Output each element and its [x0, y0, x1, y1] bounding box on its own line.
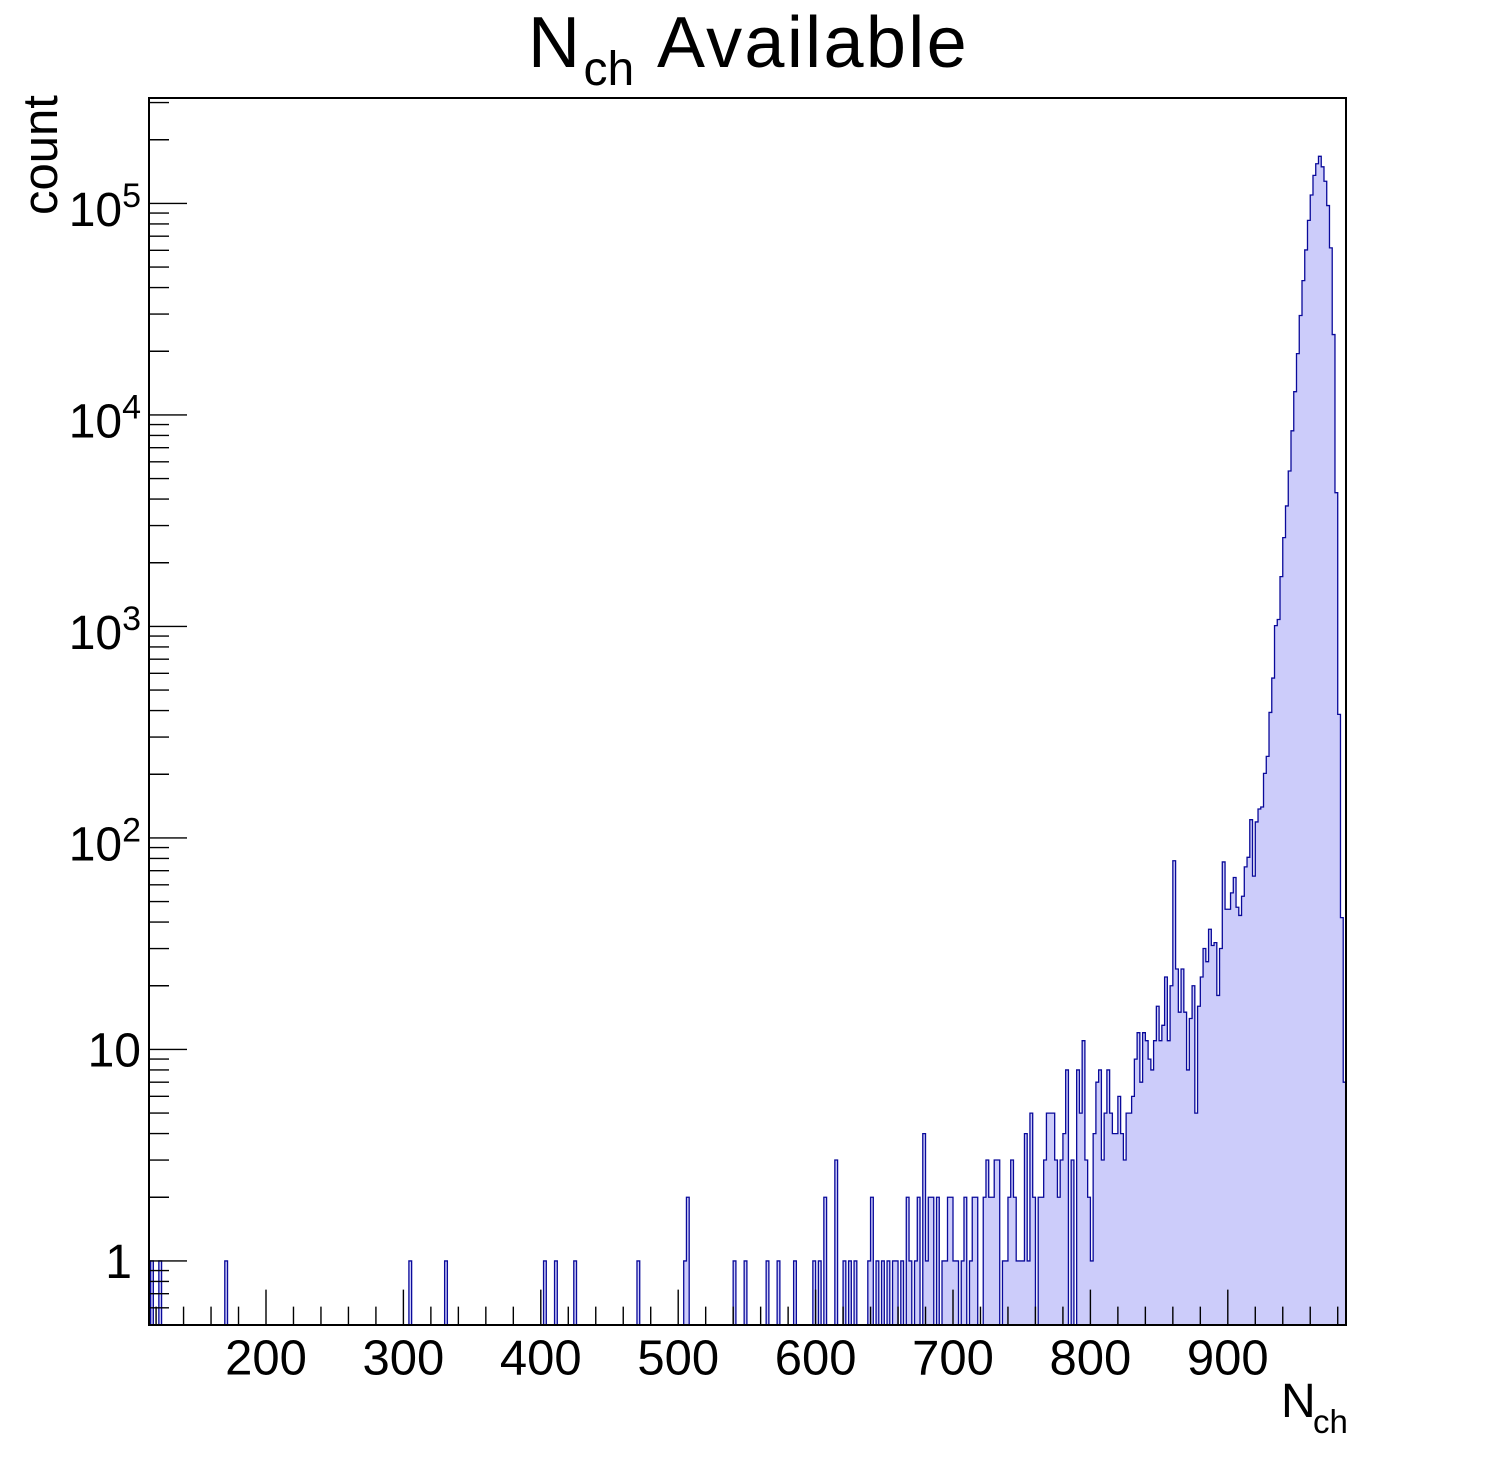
svg-text:700: 700 — [912, 1332, 994, 1386]
svg-text:ch: ch — [584, 43, 635, 96]
svg-text:400: 400 — [500, 1332, 582, 1386]
svg-text:600: 600 — [775, 1332, 857, 1386]
svg-text:200: 200 — [225, 1332, 307, 1386]
svg-text:500: 500 — [637, 1332, 719, 1386]
svg-text:300: 300 — [363, 1332, 445, 1386]
svg-text:800: 800 — [1050, 1332, 1132, 1386]
svg-text:900: 900 — [1187, 1332, 1269, 1386]
svg-text:count: count — [14, 95, 68, 215]
svg-text:10: 10 — [88, 1025, 141, 1078]
svg-text:Available: Available — [657, 3, 969, 83]
svg-text:N: N — [1281, 1375, 1316, 1428]
svg-text:1: 1 — [105, 1236, 132, 1289]
svg-text:102: 102 — [69, 811, 141, 871]
svg-text:ch: ch — [1313, 1403, 1348, 1440]
svg-text:N: N — [528, 3, 580, 83]
